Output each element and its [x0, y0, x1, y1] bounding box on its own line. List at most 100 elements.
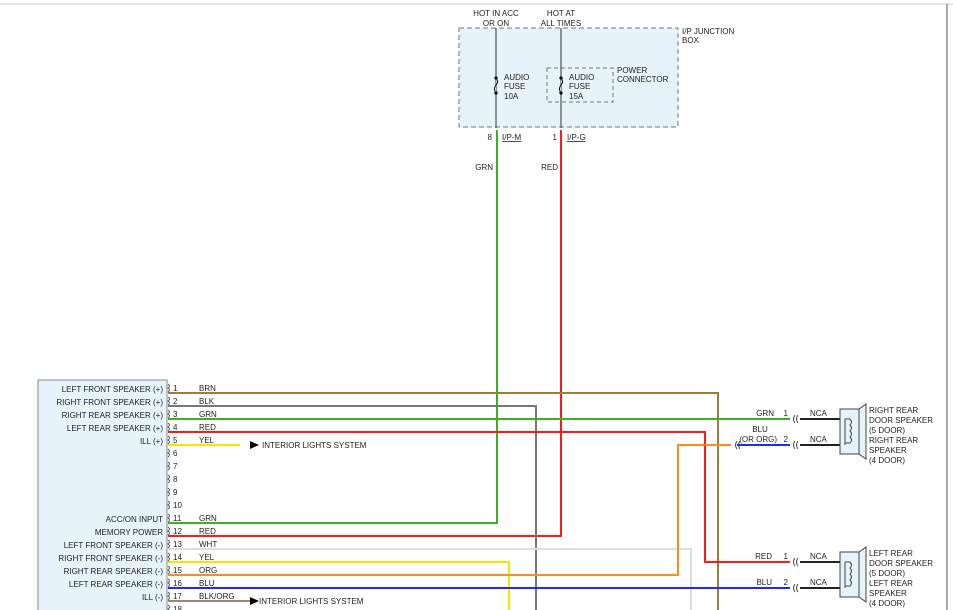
svg-text:15A: 15A	[569, 92, 584, 101]
pin-function-label: RIGHT FRONT SPEAKER (-)	[58, 554, 163, 563]
pin-terminal-icon	[167, 539, 170, 549]
fuse-right-label: AUDIO	[569, 73, 594, 82]
speaker-label: (5 DOOR)	[869, 569, 905, 578]
pin-terminal-icon	[167, 474, 170, 484]
pin-terminal-icon	[167, 487, 170, 497]
wire-color-label: GRN	[199, 410, 217, 419]
pin-number: 4	[173, 423, 178, 432]
wire-color-label: BLU	[756, 578, 772, 587]
pin-number: 3	[173, 410, 178, 419]
connector-icon	[793, 583, 799, 593]
pin-number: 2	[784, 435, 789, 444]
junction-box-title: I/P JUNCTION	[682, 27, 735, 36]
pin-terminal-icon	[167, 526, 170, 536]
wire-color-label: BLK	[199, 397, 215, 406]
pin-function-label: RIGHT REAR SPEAKER (+)	[62, 411, 164, 420]
pin-terminal-icon	[167, 513, 170, 523]
fuse-left-label: AUDIO	[504, 73, 529, 82]
speaker-label: LEFT REAR	[869, 579, 913, 588]
interior-lights-link: INTERIOR LIGHTS SYSTEM	[259, 597, 364, 606]
connector-ip-g: I/P-G	[567, 133, 586, 142]
wire-color-label: (OR ORG)	[739, 435, 777, 444]
wire-color-label: YEL	[199, 436, 215, 445]
wire-color-label: RED	[199, 423, 216, 432]
pin-terminal-icon	[167, 591, 170, 601]
connector-icon	[793, 440, 799, 450]
svg-text:FUSE: FUSE	[569, 82, 590, 91]
arrow-icon	[250, 597, 259, 605]
svg-text:CONNECTOR: CONNECTOR	[617, 75, 669, 84]
wire-label-grn: GRN	[475, 163, 493, 172]
wire-label-red: RED	[541, 163, 558, 172]
pin-terminal-icon	[167, 383, 170, 393]
wire-red-lr	[168, 431, 790, 563]
wire-color-label: BLK/ORG	[199, 592, 235, 601]
wire-red-memory	[168, 130, 562, 537]
pin-terminal-icon	[167, 552, 170, 562]
pin-number: 16	[173, 579, 182, 588]
speaker-label: SPEAKER	[869, 589, 907, 598]
power-connector-label: POWER	[617, 66, 647, 75]
connector-ip-m: I/P-M	[502, 133, 521, 142]
pin-number: 17	[173, 592, 182, 601]
wire-color-label: RED	[199, 527, 216, 536]
svg-text:10A: 10A	[504, 92, 519, 101]
coil-icon	[844, 418, 852, 445]
connector-icon	[735, 440, 741, 450]
speaker-icon	[839, 551, 860, 598]
pin-function-label: MEMORY POWER	[95, 528, 163, 537]
svg-text:8: 8	[488, 133, 493, 142]
wire-color-label: BLU	[752, 425, 768, 434]
pin-terminal-icon	[167, 500, 170, 510]
pin-number: 11	[173, 514, 182, 523]
pin-number: 18	[173, 605, 182, 610]
pin-number: 5	[173, 436, 178, 445]
pin-number: 8	[173, 475, 178, 484]
pin-terminal-icon	[167, 578, 170, 588]
junction-box: I/P JUNCTION BOX HOT IN ACC OR ON HOT AT…	[458, 9, 735, 172]
nca-label: NCA	[810, 578, 828, 587]
wire-color-label: ORG	[199, 566, 217, 575]
pin-function-label: LEFT FRONT SPEAKER (+)	[62, 385, 164, 394]
pin-function-label: ILL (-)	[142, 593, 163, 602]
pin-function-label: ILL (+)	[140, 437, 163, 446]
wire-color-label: BRN	[199, 384, 216, 393]
pin-number: 9	[173, 488, 178, 497]
nca-label: NCA	[810, 409, 828, 418]
coil-icon	[844, 561, 852, 588]
pin-function-label: LEFT REAR SPEAKER (+)	[67, 424, 163, 433]
wire-color-label: GRN	[199, 514, 217, 523]
connector-icon	[793, 557, 799, 567]
speaker-cone-icon	[858, 403, 867, 460]
speaker-label: SPEAKER	[869, 446, 907, 455]
svg-text:BOX: BOX	[682, 36, 700, 45]
wire-wht	[168, 548, 692, 610]
pin-function-label: RIGHT REAR SPEAKER (-)	[64, 567, 164, 576]
pin-number: 2	[784, 578, 789, 587]
speaker-label: RIGHT REAR	[869, 406, 918, 415]
pin-terminal-icon	[167, 461, 170, 471]
pin-number: 1	[173, 384, 178, 393]
pin-number: 1	[784, 552, 789, 561]
wire-blk	[168, 405, 537, 610]
pin-terminal-icon	[167, 409, 170, 419]
pin-terminal-icon	[167, 422, 170, 432]
speaker-label: DOOR SPEAKER	[869, 559, 933, 568]
speaker-label: DOOR SPEAKER	[869, 416, 933, 425]
wire-yel	[168, 561, 510, 610]
svg-text:1: 1	[553, 133, 558, 142]
pin-function-label: LEFT FRONT SPEAKER (-)	[64, 541, 164, 550]
speaker-label: RIGHT REAR	[869, 436, 918, 445]
wire-color-label: BLU	[199, 579, 215, 588]
speaker-cone-icon	[858, 546, 867, 603]
radio-pins: LEFT FRONT SPEAKER (+) 1 BRN RIGHT FRONT SP…	[56, 383, 235, 610]
supply-left-label: HOT IN ACC	[473, 9, 519, 18]
svg-text:OR ON: OR ON	[483, 19, 509, 28]
speaker-label: (4 DOOR)	[869, 599, 905, 608]
svg-text:ALL TIMES: ALL TIMES	[541, 19, 581, 28]
pin-number: 1	[784, 409, 789, 418]
radio-connector	[37, 379, 168, 610]
pin-function-label: ACC/ON INPUT	[106, 515, 163, 524]
